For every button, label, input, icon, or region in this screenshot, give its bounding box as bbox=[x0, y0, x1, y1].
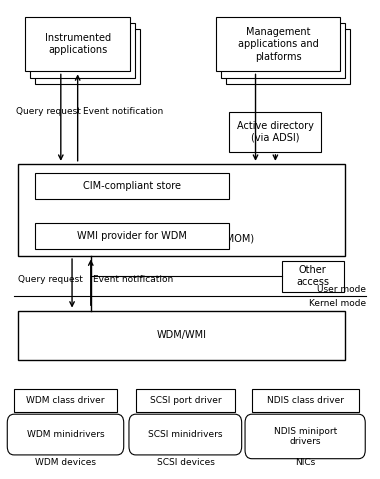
FancyBboxPatch shape bbox=[226, 29, 350, 84]
Text: User mode: User mode bbox=[317, 285, 366, 294]
Text: WDM minidrivers: WDM minidrivers bbox=[27, 430, 104, 439]
Text: WDM class driver: WDM class driver bbox=[26, 396, 105, 405]
Text: CIM-compliant store: CIM-compliant store bbox=[83, 181, 181, 191]
Text: Other
access: Other access bbox=[296, 265, 329, 287]
FancyBboxPatch shape bbox=[35, 223, 229, 249]
Text: Kernel mode: Kernel mode bbox=[309, 299, 366, 308]
FancyBboxPatch shape bbox=[136, 388, 235, 412]
FancyBboxPatch shape bbox=[221, 23, 345, 78]
Text: Event notification: Event notification bbox=[93, 275, 173, 284]
FancyBboxPatch shape bbox=[7, 414, 124, 455]
Text: Query request: Query request bbox=[18, 275, 82, 284]
FancyBboxPatch shape bbox=[35, 173, 229, 199]
Text: Event notification: Event notification bbox=[83, 107, 163, 116]
FancyBboxPatch shape bbox=[282, 261, 344, 292]
FancyBboxPatch shape bbox=[216, 17, 340, 71]
FancyBboxPatch shape bbox=[129, 414, 242, 455]
FancyBboxPatch shape bbox=[25, 17, 130, 71]
Text: NICs: NICs bbox=[295, 458, 315, 468]
Text: NDIS miniport
drivers: NDIS miniport drivers bbox=[274, 427, 337, 446]
FancyBboxPatch shape bbox=[18, 164, 345, 256]
FancyBboxPatch shape bbox=[252, 388, 358, 412]
Text: Active directory
(via ADSI): Active directory (via ADSI) bbox=[237, 121, 314, 143]
FancyBboxPatch shape bbox=[14, 388, 117, 412]
FancyBboxPatch shape bbox=[30, 23, 135, 78]
Text: SCSI devices: SCSI devices bbox=[157, 458, 214, 468]
FancyBboxPatch shape bbox=[18, 310, 345, 360]
FancyBboxPatch shape bbox=[229, 112, 321, 152]
Text: NDIS class driver: NDIS class driver bbox=[267, 396, 344, 405]
FancyBboxPatch shape bbox=[245, 414, 365, 459]
Text: WDM devices: WDM devices bbox=[35, 458, 96, 468]
Text: SCSI minidrivers: SCSI minidrivers bbox=[148, 430, 223, 439]
Text: WDM/WMI: WDM/WMI bbox=[157, 331, 207, 341]
Text: WMI provider for WDM: WMI provider for WDM bbox=[77, 231, 187, 241]
FancyBboxPatch shape bbox=[35, 29, 140, 84]
Text: Instrumented
applications: Instrumented applications bbox=[44, 33, 111, 56]
Text: Management
applications and
platforms: Management applications and platforms bbox=[238, 27, 318, 62]
Text: Query request: Query request bbox=[16, 107, 81, 116]
Text: CIM Object Manager (CIMOM): CIM Object Manager (CIMOM) bbox=[109, 234, 253, 244]
Text: SCSI port driver: SCSI port driver bbox=[149, 396, 221, 405]
